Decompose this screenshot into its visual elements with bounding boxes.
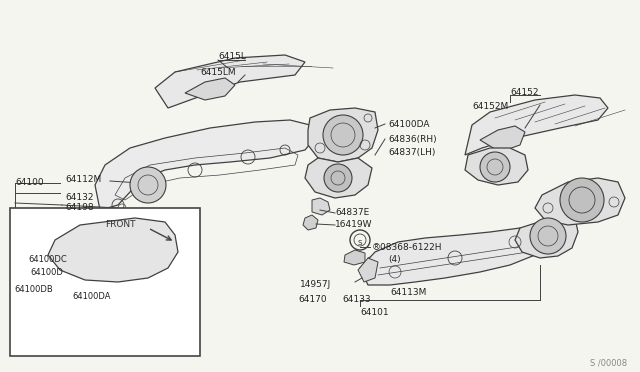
Text: (4): (4) [388,255,401,264]
Circle shape [480,152,510,182]
Polygon shape [48,218,178,282]
Polygon shape [95,120,315,210]
Text: 64152: 64152 [510,88,538,97]
Text: 64101: 64101 [360,308,388,317]
Polygon shape [303,215,318,230]
Text: 64170: 64170 [298,295,326,304]
Text: 64100: 64100 [15,178,44,187]
Circle shape [118,221,146,249]
Polygon shape [308,108,378,162]
Text: 6415LM: 6415LM [200,68,236,77]
Text: 64152M: 64152M [472,102,508,111]
Polygon shape [465,148,528,185]
Text: 64837(LH): 64837(LH) [388,148,435,157]
Text: 16419W: 16419W [335,220,372,229]
Text: 64112M: 64112M [65,175,101,184]
Text: 64100D: 64100D [30,268,63,277]
Polygon shape [366,254,386,270]
Polygon shape [305,158,372,198]
Polygon shape [465,95,608,155]
Text: S /00008: S /00008 [590,358,627,367]
Polygon shape [480,126,525,152]
Polygon shape [515,215,578,258]
Text: ®08368-6122H: ®08368-6122H [372,243,442,252]
Text: 64132: 64132 [65,193,93,202]
Polygon shape [360,228,542,285]
Polygon shape [344,250,365,265]
Text: 14957J: 14957J [300,280,332,289]
Polygon shape [155,55,305,108]
Text: 6415L: 6415L [218,52,246,61]
Text: 64837E: 64837E [335,208,369,217]
Polygon shape [185,78,235,100]
Circle shape [323,115,363,155]
Circle shape [530,218,566,254]
Text: 64198: 64198 [65,203,93,212]
Text: S: S [357,240,362,246]
Text: 64100DA: 64100DA [72,292,111,301]
Circle shape [560,178,604,222]
Text: 64100DA: 64100DA [388,120,429,129]
Circle shape [130,167,166,203]
Text: 64100DB: 64100DB [14,285,52,294]
Polygon shape [358,258,378,282]
Text: 64113M: 64113M [390,288,426,297]
Polygon shape [535,178,625,225]
Polygon shape [312,198,330,215]
Text: 64133: 64133 [342,295,371,304]
Text: FRONT: FRONT [105,220,136,229]
Text: 64836(RH): 64836(RH) [388,135,436,144]
FancyBboxPatch shape [10,208,200,356]
Text: 64100DC: 64100DC [28,255,67,264]
Circle shape [324,164,352,192]
